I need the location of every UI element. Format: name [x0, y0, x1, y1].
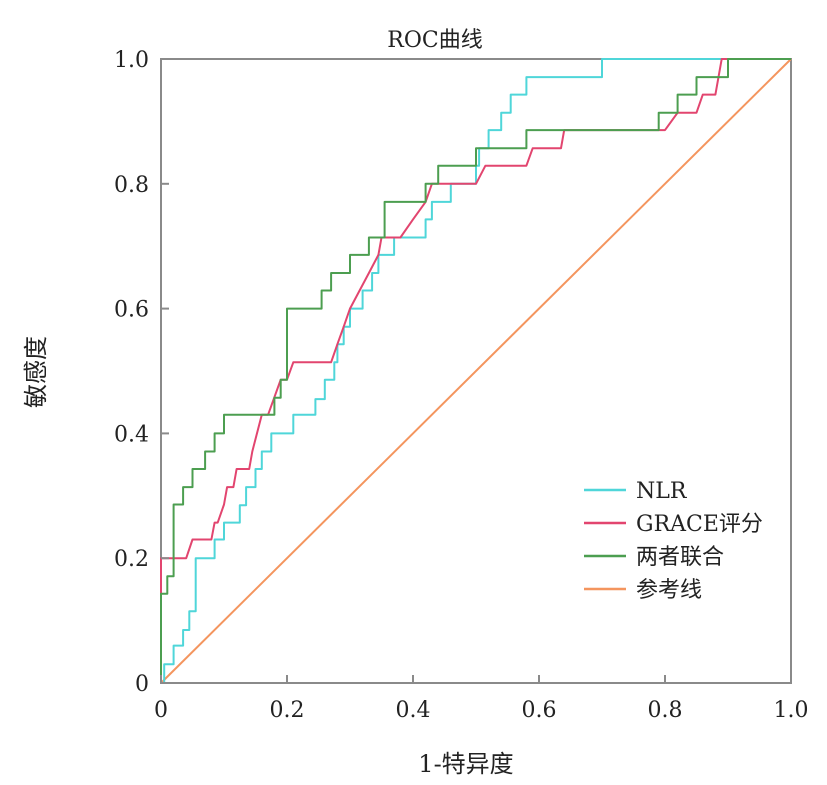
y-tick-label: 0.2: [114, 547, 149, 572]
legend-label: GRACE评分: [636, 512, 763, 537]
y-tick-label: 0: [135, 672, 149, 697]
x-tick-label: 0.8: [648, 698, 683, 723]
legend-label: 参考线: [636, 578, 702, 603]
y-tick-label: 0.4: [114, 422, 149, 447]
series-line-3: [160, 58, 792, 684]
legend-label: NLR: [636, 479, 688, 504]
series-line-2: [160, 58, 791, 683]
x-tick-label: 1.0: [774, 698, 809, 723]
series-layer: [160, 58, 792, 684]
y-tick-label: 1.0: [114, 48, 149, 73]
y-tick-label: 0.6: [114, 298, 149, 323]
y-axis-label: 敏感度: [22, 336, 50, 408]
series-line-0: [161, 58, 791, 684]
x-tick-label: 0: [154, 698, 168, 723]
legend-label: 两者联合: [636, 545, 724, 570]
y-tick-label: 0.8: [114, 173, 149, 198]
plot-border: [160, 58, 792, 684]
x-axis-ticks: 0 0.2 0.4 0.6 0.8 1.0: [154, 675, 809, 723]
x-tick-label: 0.2: [270, 698, 305, 723]
plot-frame: [160, 58, 792, 684]
x-tick-label: 0.4: [396, 698, 431, 723]
y-axis-ticks: 0 0.2 0.4 0.6 0.8 1.0: [114, 48, 169, 697]
x-tick-label: 0.6: [522, 698, 557, 723]
x-axis-label: 1-特异度: [418, 750, 513, 778]
chart-title: ROC曲线: [387, 28, 482, 53]
